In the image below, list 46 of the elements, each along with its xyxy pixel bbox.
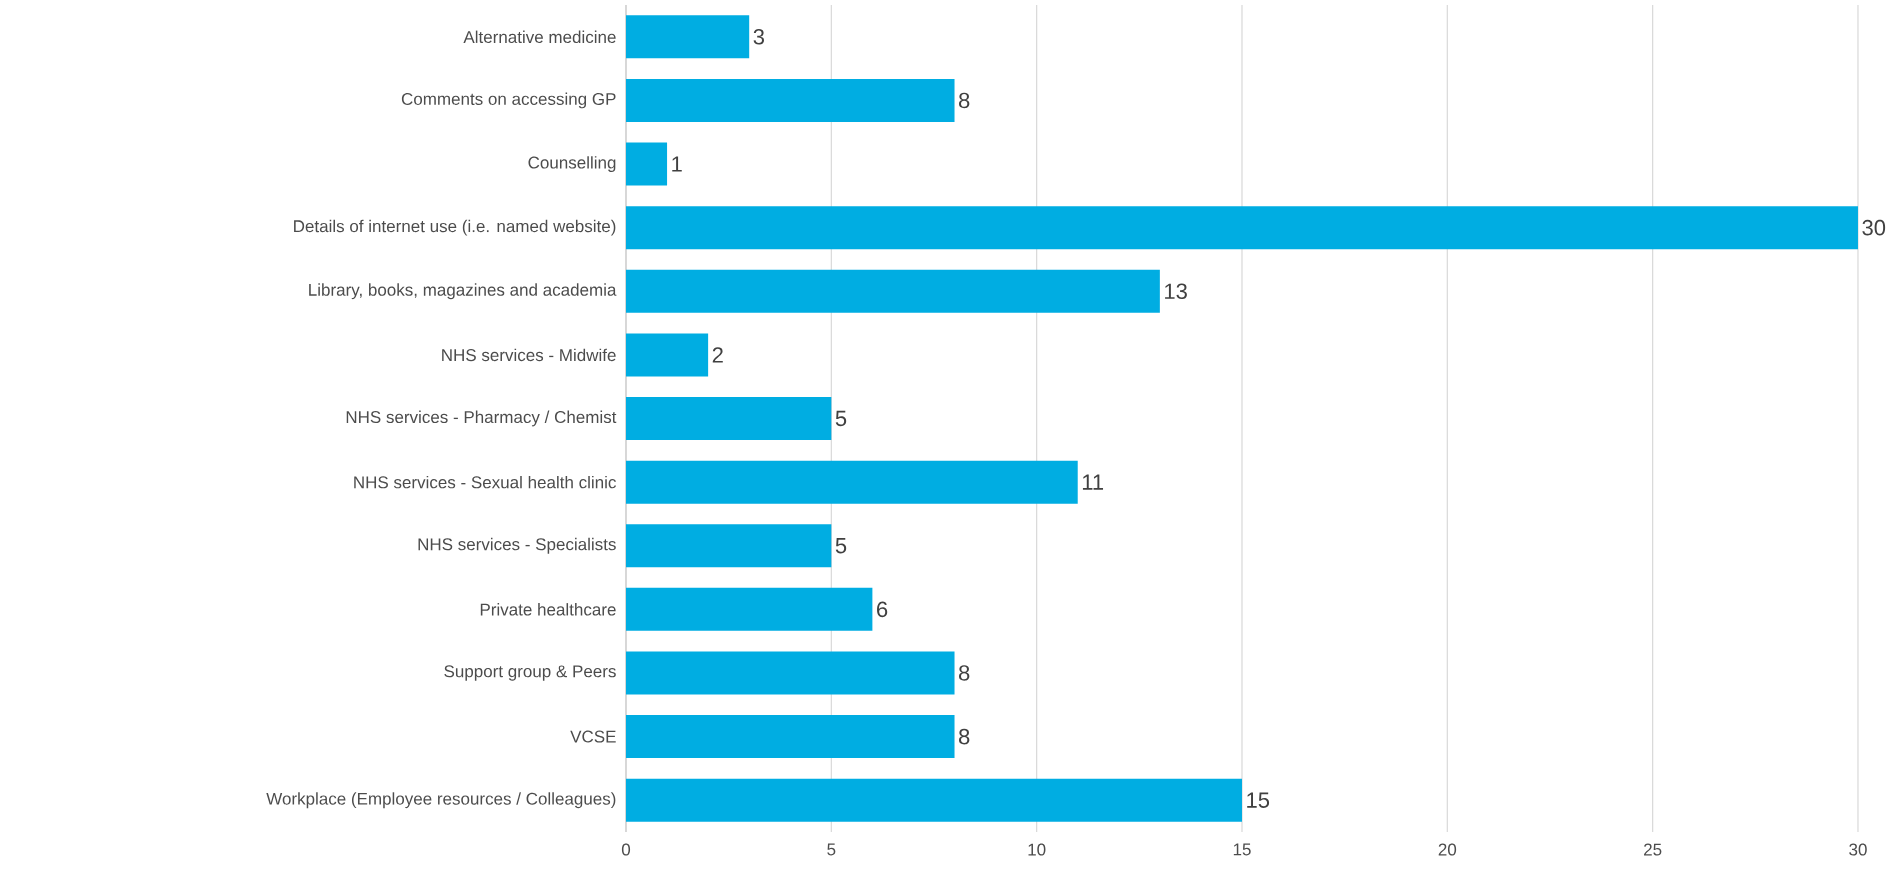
x-tick-label: 30	[1849, 843, 1867, 856]
x-tick-label: 0	[621, 843, 631, 856]
y-tick-label: Library, books, magazines and academia	[309, 283, 617, 300]
bar	[625, 142, 668, 186]
data-label: 15	[1247, 792, 1270, 808]
y-tick-label: NHS services - Pharmacy / Chemist	[346, 410, 617, 427]
data-label: 3	[753, 29, 764, 45]
bar	[625, 333, 709, 377]
x-tick-label: 15	[1233, 843, 1251, 856]
x-tick-label: 5	[827, 843, 836, 856]
bar	[625, 397, 832, 441]
bar	[625, 778, 1242, 822]
x-tick-label: 20	[1438, 843, 1457, 856]
data-label: 5	[835, 538, 847, 554]
bar	[625, 78, 955, 122]
y-tick-label: Private healthcare	[480, 603, 616, 616]
y-tick-label: NHS services - Midwife	[442, 348, 616, 362]
x-tick-label: 10	[1028, 843, 1046, 856]
x-tick-label: 25	[1644, 843, 1662, 856]
y-tick-label: Alternative medicine	[463, 30, 616, 44]
bar	[625, 460, 1078, 504]
data-label: 8	[959, 665, 970, 681]
y-tick-label: Workplace (Employee resources / Colleagues)	[266, 792, 616, 809]
bar	[625, 206, 1858, 250]
y-tick-label: Details of internet use (i.e. named website)	[294, 219, 616, 236]
bar	[625, 715, 955, 759]
data-label: 8	[959, 92, 970, 109]
data-label: 13	[1165, 283, 1187, 300]
y-tick-label: Comments on accessing GP	[401, 92, 616, 109]
data-label: 5	[835, 410, 847, 427]
data-label: 11	[1082, 474, 1104, 490]
y-tick-label: Support group & Peers	[444, 665, 616, 681]
bar	[625, 15, 750, 59]
y-tick-label: VCSE	[570, 730, 616, 743]
bar	[625, 587, 873, 631]
data-label: 8	[959, 728, 970, 745]
data-label: 1	[672, 156, 682, 172]
y-tick-label: Counselling	[528, 156, 616, 172]
data-label: 2	[712, 347, 723, 363]
y-tick-label: NHS services - Sexual health clinic	[354, 475, 616, 489]
bar	[625, 651, 955, 695]
data-label: 6	[877, 601, 888, 618]
bar	[625, 524, 832, 568]
y-tick-label: NHS services - Specialists	[418, 537, 616, 554]
data-label: 30	[1862, 219, 1886, 236]
bar	[625, 269, 1160, 313]
